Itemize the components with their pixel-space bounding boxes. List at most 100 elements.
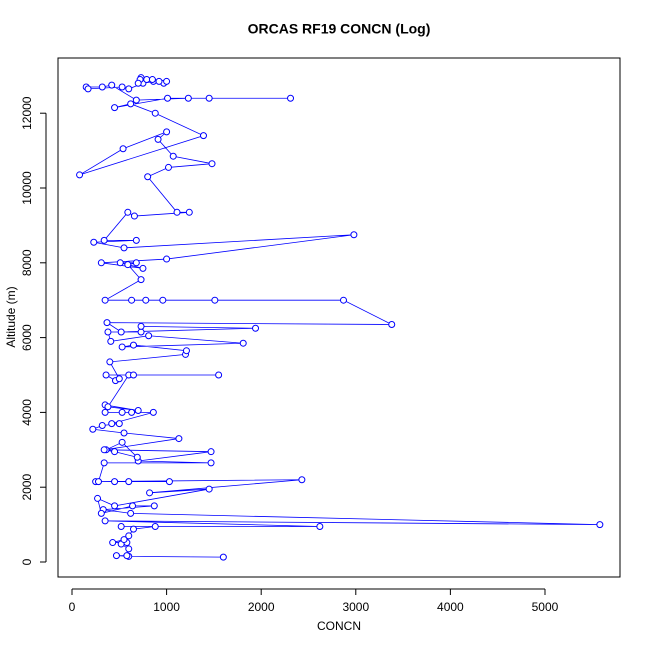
point [98, 421, 106, 429]
point [104, 328, 112, 336]
point [207, 459, 215, 467]
point [124, 261, 132, 269]
point [388, 321, 396, 329]
point [143, 76, 151, 84]
point [350, 231, 358, 239]
y-tick-label: 2000 [20, 474, 34, 501]
point [115, 420, 123, 428]
point [103, 319, 111, 327]
point [125, 545, 133, 553]
point [111, 502, 119, 510]
point [120, 429, 128, 437]
point [106, 358, 114, 366]
point [145, 332, 153, 340]
point [163, 77, 171, 85]
point [132, 96, 140, 104]
point [129, 502, 137, 510]
point [118, 83, 126, 91]
point [101, 517, 109, 525]
point [298, 476, 306, 484]
point [316, 522, 324, 530]
point [111, 448, 119, 456]
point [339, 296, 347, 304]
point [127, 509, 135, 517]
point [132, 236, 140, 244]
point [118, 438, 126, 446]
x-tick-label: 5000 [532, 600, 559, 614]
point [150, 502, 158, 510]
point [128, 296, 136, 304]
y-axis-label: Altitude (m) [4, 286, 18, 347]
point [199, 132, 207, 140]
point [164, 94, 172, 102]
point [137, 328, 145, 336]
point [76, 171, 84, 179]
y-tick-label: 6000 [20, 324, 34, 351]
x-tick-label: 0 [69, 600, 76, 614]
point [151, 109, 159, 117]
point [109, 539, 117, 547]
point [149, 408, 157, 416]
point [102, 371, 110, 379]
x-tick-label: 4000 [437, 600, 464, 614]
point [97, 259, 105, 267]
point [117, 522, 125, 530]
point [118, 408, 126, 416]
point [596, 521, 604, 529]
x-tick-label: 1000 [153, 600, 180, 614]
point [134, 79, 142, 87]
point [104, 403, 112, 411]
x-tick-label: 3000 [342, 600, 369, 614]
point [207, 448, 215, 456]
point [116, 259, 124, 267]
point [205, 485, 213, 493]
point [101, 296, 109, 304]
point [129, 525, 137, 533]
point [133, 453, 141, 461]
point [173, 208, 181, 216]
point [119, 145, 127, 153]
point [94, 494, 102, 502]
point [98, 83, 106, 91]
point [239, 339, 247, 347]
point [111, 478, 119, 486]
point [175, 435, 183, 443]
point [112, 552, 120, 560]
point [155, 77, 163, 85]
y-tick-label: 12000 [20, 96, 34, 130]
point [154, 135, 162, 143]
point [100, 236, 108, 244]
point [84, 85, 92, 93]
point [137, 322, 145, 330]
point [120, 244, 128, 252]
point [163, 128, 171, 136]
point [115, 375, 123, 383]
point [163, 255, 171, 263]
point [144, 173, 152, 181]
point [252, 324, 260, 332]
point [125, 532, 133, 540]
point [117, 328, 125, 336]
point [215, 371, 223, 379]
y-tick-label: 8000 [20, 249, 34, 276]
point [134, 407, 142, 415]
point [111, 104, 119, 112]
point [97, 509, 105, 517]
point [185, 208, 193, 216]
point [100, 459, 108, 467]
point [107, 337, 115, 345]
point [151, 522, 159, 530]
plot-box [57, 57, 621, 578]
point [90, 238, 98, 246]
point [128, 408, 136, 416]
point [118, 343, 126, 351]
point [164, 163, 172, 171]
point [148, 76, 156, 84]
point [165, 478, 173, 486]
y-tick-label: 4000 [20, 399, 34, 426]
point [130, 212, 138, 220]
point [211, 296, 219, 304]
chart-title: ORCAS RF19 CONCN (Log) [248, 21, 431, 37]
